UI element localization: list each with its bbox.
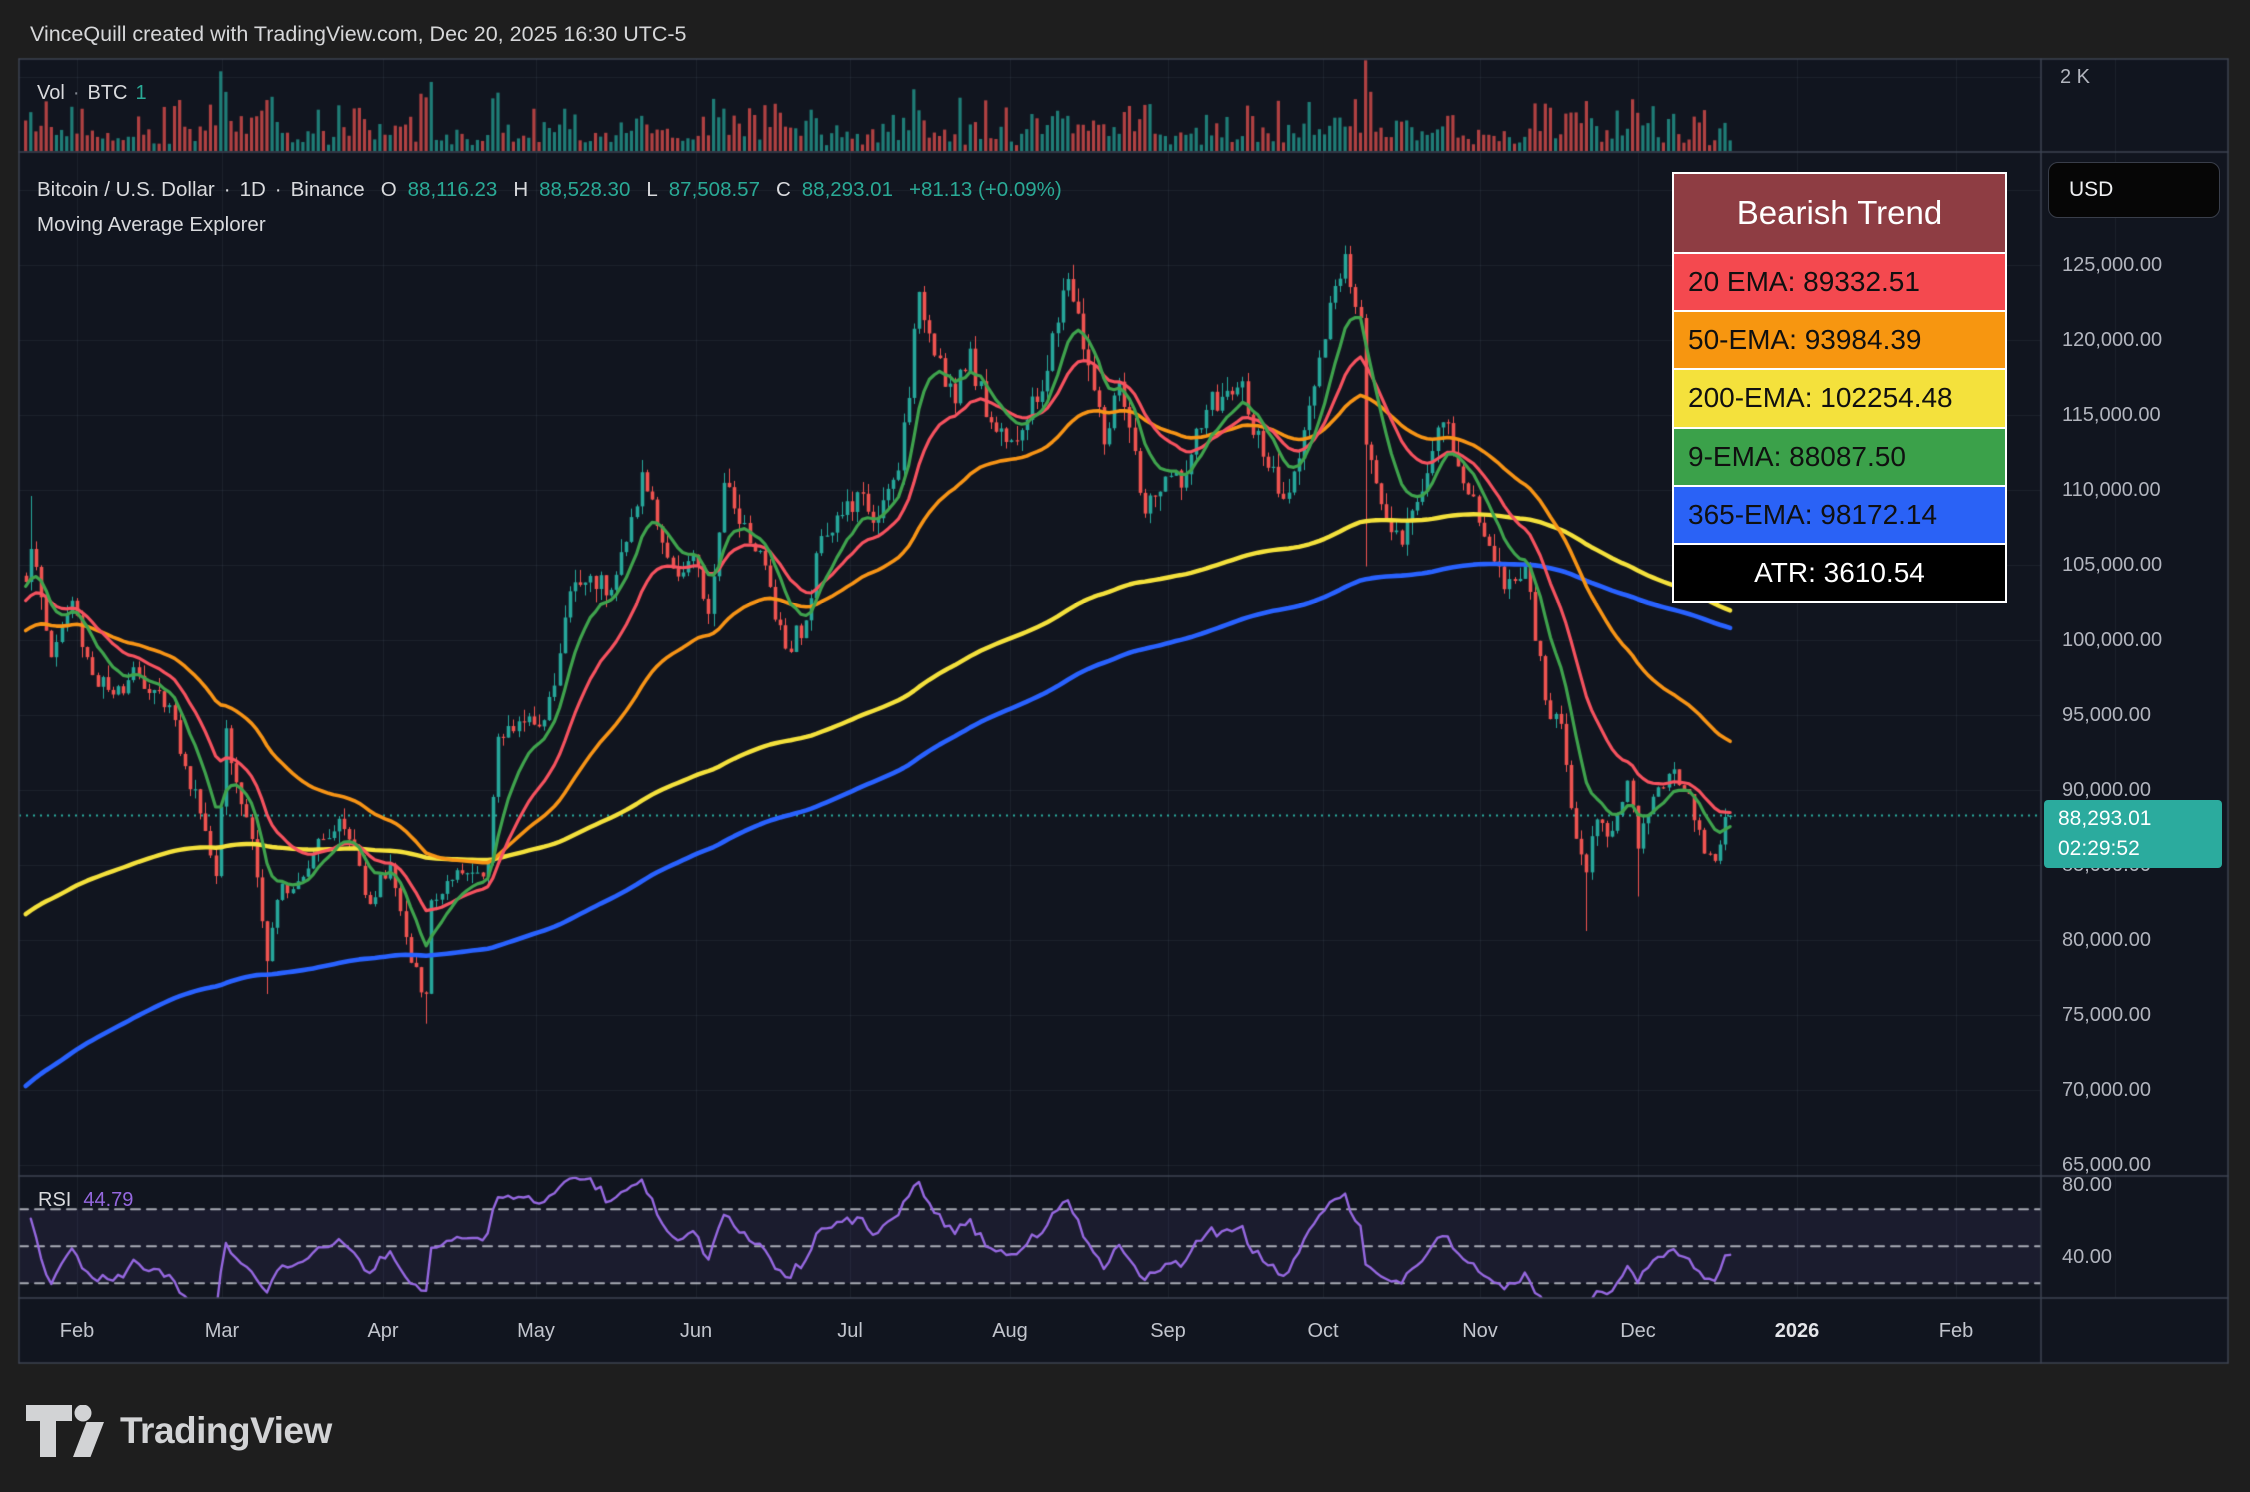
time-axis-label: Dec bbox=[1620, 1320, 1656, 1342]
price-axis-label: 75,000.00 bbox=[2062, 1004, 2151, 1026]
separator-dot: · bbox=[274, 178, 282, 201]
time-axis-label: May bbox=[517, 1320, 555, 1342]
price-axis-label: 110,000.00 bbox=[2062, 479, 2161, 501]
price-axis-label: 80,000.00 bbox=[2062, 929, 2151, 951]
change-value: +81.13 (+0.09%) bbox=[908, 178, 1062, 201]
price-axis-label: 65,000.00 bbox=[2062, 1154, 2151, 1176]
time-axis-label: Feb bbox=[1938, 1320, 1974, 1342]
trend-panel-row: 9-EMA: 88087.50 bbox=[1674, 428, 2005, 485]
last-price-value: 88,293.01 bbox=[2058, 807, 2152, 830]
volume-legend: Vol · BTC 1 bbox=[37, 80, 147, 106]
symbol-name[interactable]: Bitcoin / U.S. Dollar bbox=[37, 178, 215, 201]
currency-toggle-button[interactable]: USD bbox=[2048, 162, 2220, 218]
high-value: 88,528.30 bbox=[539, 178, 631, 201]
trend-panel-row: ATR: 3610.54 bbox=[1674, 544, 2005, 602]
rsi-label: RSI bbox=[38, 1188, 72, 1211]
volume-value: 1 bbox=[135, 81, 147, 104]
price-axis-label: 70,000.00 bbox=[2062, 1079, 2151, 1101]
rsi-value: 44.79 bbox=[83, 1188, 134, 1211]
volume-scale-label: 2 K bbox=[2060, 66, 2091, 88]
last-price-badge: 88,293.01 02:29:52 bbox=[2044, 800, 2222, 868]
trend-title: Bearish Trend bbox=[1674, 174, 2005, 252]
open-key: O bbox=[380, 178, 397, 201]
price-axis-label: 125,000.00 bbox=[2062, 254, 2163, 276]
trend-summary-panel: Bearish Trend 20 EMA: 89332.51 50-EMA: 93… bbox=[1672, 172, 2007, 603]
open-value: 88,116.23 bbox=[407, 178, 498, 201]
price-axis-label: 90,000.00 bbox=[2062, 779, 2151, 801]
tradingview-logo[interactable]: TradingView bbox=[26, 1405, 332, 1457]
trend-panel-row: 365-EMA: 98172.14 bbox=[1674, 486, 2005, 543]
tradingview-logo-icon bbox=[26, 1405, 104, 1457]
exchange-label: Binance bbox=[290, 178, 365, 201]
symbol-header: Bitcoin / U.S. Dollar · 1D · Binance O 8… bbox=[37, 177, 1062, 203]
low-value: 87,508.57 bbox=[668, 178, 760, 201]
close-key: C bbox=[775, 178, 791, 201]
rsi-legend: RSI 44.79 bbox=[38, 1187, 133, 1213]
page-title: VinceQuill created with TradingView.com,… bbox=[30, 21, 687, 46]
price-axis-label: 105,000.00 bbox=[2062, 554, 2163, 576]
time-axis-label: Nov bbox=[1462, 1320, 1498, 1342]
tradingview-logo-text: TradingView bbox=[120, 1410, 332, 1451]
volume-symbol: BTC bbox=[87, 81, 128, 104]
time-axis-label: Feb bbox=[59, 1320, 95, 1342]
rsi-lower-scale-label: 40.00 bbox=[2062, 1246, 2113, 1268]
time-axis-label: Jul bbox=[837, 1320, 863, 1342]
bar-countdown: 02:29:52 bbox=[2058, 837, 2140, 860]
time-axis-label: Sep bbox=[1150, 1320, 1186, 1342]
interval-label[interactable]: 1D bbox=[239, 178, 266, 201]
rsi-upper-scale-label: 80.00 bbox=[2062, 1174, 2113, 1196]
volume-separator: · bbox=[72, 81, 80, 104]
time-axis-label: Oct bbox=[1307, 1320, 1339, 1342]
time-axis-label: Jun bbox=[679, 1320, 713, 1342]
price-axis-label: 120,000.00 bbox=[2062, 329, 2163, 351]
separator-dot: · bbox=[223, 178, 231, 201]
trend-panel-row: 200-EMA: 102254.48 bbox=[1674, 370, 2005, 427]
indicator-name[interactable]: Moving Average Explorer bbox=[37, 213, 266, 236]
price-axis-label: 115,000.00 bbox=[2062, 404, 2161, 426]
price-axis-label: 100,000.00 bbox=[2062, 629, 2163, 651]
time-axis-label: Mar bbox=[204, 1320, 240, 1342]
time-axis-label: Apr bbox=[367, 1320, 399, 1342]
close-value: 88,293.01 bbox=[801, 178, 893, 201]
time-axis-label: 2026 bbox=[1774, 1320, 1820, 1342]
trend-panel-row: 20 EMA: 89332.51 bbox=[1674, 254, 2005, 311]
time-axis-label: Aug bbox=[992, 1320, 1028, 1342]
low-key: L bbox=[646, 178, 658, 201]
high-key: H bbox=[513, 178, 529, 201]
trend-panel-row: 50-EMA: 93984.39 bbox=[1674, 312, 2005, 369]
price-axis-label: 95,000.00 bbox=[2062, 704, 2151, 726]
volume-indicator-label: Vol bbox=[37, 81, 65, 104]
